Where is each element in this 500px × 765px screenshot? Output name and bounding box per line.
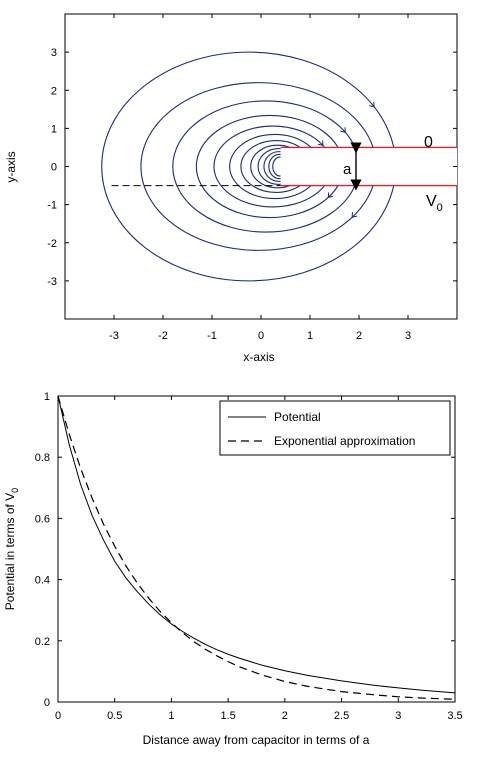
y-tick-label: 0 <box>51 162 57 174</box>
upper-plate-label: 0 <box>424 134 433 151</box>
series-line-potential <box>58 396 455 694</box>
line-chart-ticks: 0 0.5 1 1.5 2 2.5 3 3.5 0 0.2 0.4 0.6 0.8 1 <box>35 391 463 722</box>
x-tick-label: 3 <box>405 330 411 342</box>
contour-y-axis-label: y-axis <box>4 151 18 182</box>
y-tick-label: 0.2 <box>35 636 50 648</box>
y-tick-label: -2 <box>47 238 57 250</box>
x-tick-label: 3 <box>395 710 401 722</box>
series-line-exponential <box>58 396 455 700</box>
legend: Potential Exponential approximation <box>219 400 451 456</box>
y-tick-label: 2 <box>51 85 57 97</box>
plate-separation-label: a <box>343 161 352 178</box>
capacitor-gap <box>280 147 457 186</box>
contour-x-axis-label: x-axis <box>243 350 274 364</box>
line-chart-series <box>58 396 455 700</box>
capacitor-plates <box>111 146 457 187</box>
x-tick-label: 2 <box>282 710 288 722</box>
y-tick-label: 0.6 <box>35 513 50 525</box>
contour-plot: -3 -2 -1 0 1 2 3 -3 -2 -1 0 1 2 3 x-axis y-axis a 0 V… <box>4 13 458 364</box>
x-tick-label: -3 <box>109 330 119 342</box>
line-chart-x-axis-label: Distance away from capacitor in terms of… <box>143 733 370 747</box>
line-chart-y-axis-label-subscript: 0 <box>10 488 20 493</box>
legend-label-potential: Potential <box>274 410 321 424</box>
contour-direction-arrow <box>340 127 346 133</box>
x-tick-label: 0 <box>258 330 264 342</box>
x-tick-label: 3.5 <box>447 710 462 722</box>
contour-direction-arrow <box>327 192 334 199</box>
x-tick-label: 2 <box>356 330 362 342</box>
x-tick-label: -1 <box>207 330 217 342</box>
y-tick-label: -3 <box>47 276 57 288</box>
y-tick-label: 1 <box>51 123 57 135</box>
x-tick-label: 2.5 <box>334 710 349 722</box>
y-tick-label: -1 <box>47 200 57 212</box>
lower-plate-label: V0 <box>426 193 443 214</box>
y-tick-label: 3 <box>51 47 57 59</box>
line-chart-y-axis-label: Potential in terms of V0 <box>3 488 20 610</box>
contour-direction-arrow <box>351 212 358 218</box>
x-tick-label: 0.5 <box>107 710 122 722</box>
lower-plate-label-main: V <box>426 193 437 210</box>
contour-plot-ticks: -3 -2 -1 0 1 2 3 -3 -2 -1 0 1 2 3 <box>47 14 457 342</box>
lower-plate-label-subscript: 0 <box>437 202 443 214</box>
y-tick-label: 0 <box>44 697 50 709</box>
x-tick-label: -2 <box>158 330 168 342</box>
contour-direction-arrow <box>317 140 324 147</box>
x-tick-label: 1 <box>168 710 174 722</box>
y-tick-label: 0.4 <box>35 575 50 587</box>
x-tick-label: 1 <box>307 330 313 342</box>
contour-direction-arrow <box>369 101 375 108</box>
x-tick-label: 0 <box>55 710 61 722</box>
legend-box <box>219 400 451 456</box>
line-chart-y-axis-label-main: Potential in terms of V <box>3 493 17 610</box>
potential-line-chart: 0 0.5 1 1.5 2 2.5 3 3.5 0 0.2 0.4 0.6 0.8 1 Distance … <box>3 391 463 747</box>
x-tick-label: 1.5 <box>220 710 235 722</box>
legend-label-exponential: Exponential approximation <box>274 434 415 448</box>
contour-lines <box>101 51 397 282</box>
y-tick-label: 1 <box>44 391 50 403</box>
y-tick-label: 0.8 <box>35 452 50 464</box>
